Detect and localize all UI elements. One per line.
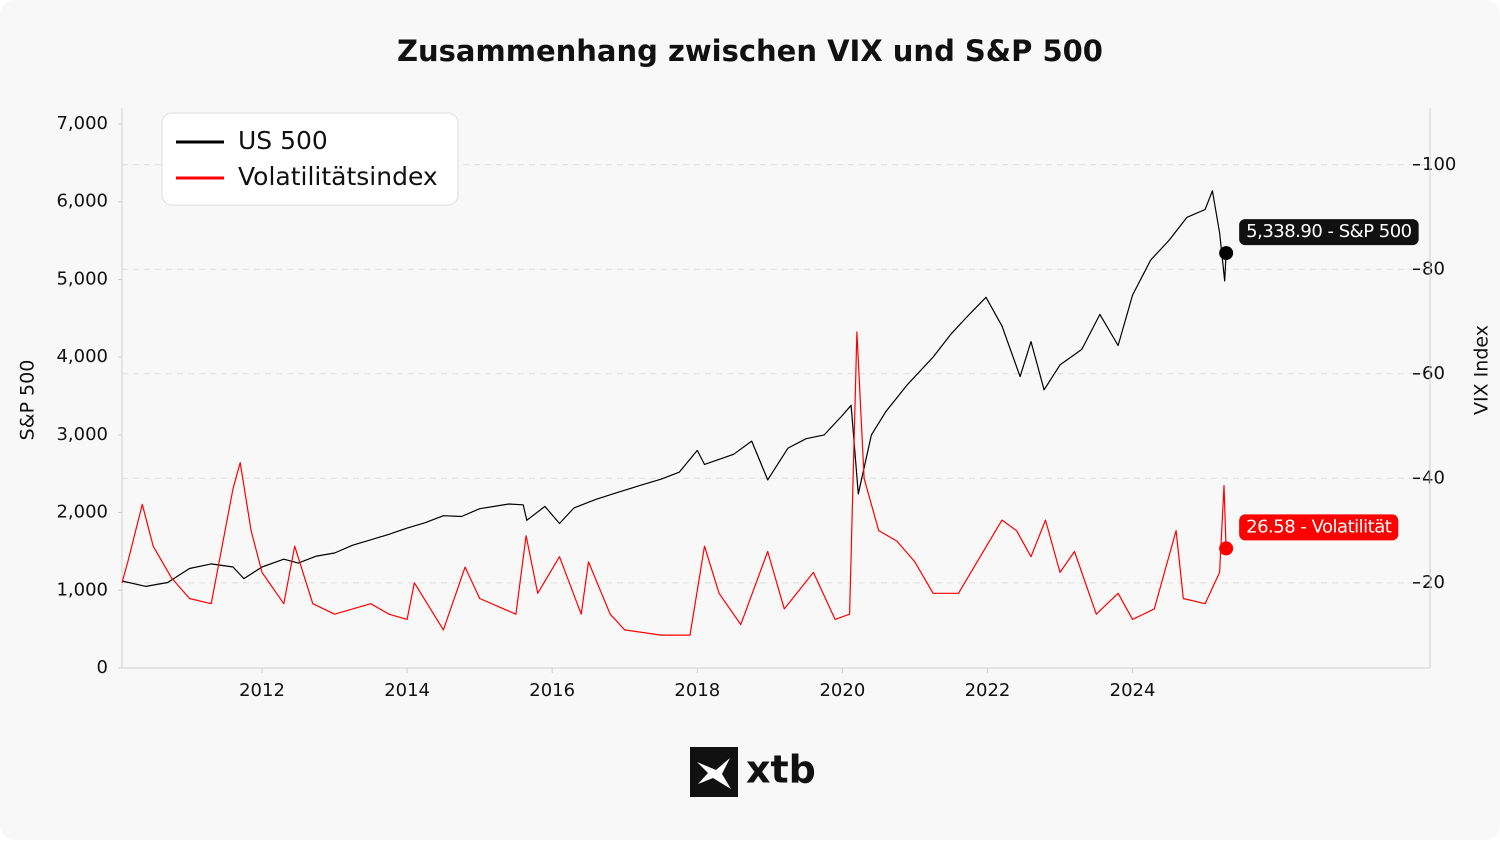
y-axis-label: S&P 500 xyxy=(17,360,39,441)
annotation-box xyxy=(1239,219,1419,246)
annotation-label: 5,338.90 - S&P 500 xyxy=(1246,221,1412,242)
x-tick-label: 2020 xyxy=(819,680,865,701)
last-point xyxy=(1219,541,1234,556)
y-tick-label: 2,000 xyxy=(56,502,108,523)
series-line xyxy=(121,190,1227,587)
y2-tick-label: 60 xyxy=(1422,363,1445,384)
y2-tick-label: 40 xyxy=(1422,467,1445,488)
annotation-box xyxy=(1239,514,1399,541)
y2-axis-label: VIX Index xyxy=(1471,325,1493,415)
logo-text: xtb xyxy=(746,748,816,792)
legend-label: Volatilitätsindex xyxy=(238,162,438,191)
legend-box xyxy=(161,112,459,206)
x-tick-label: 2012 xyxy=(239,680,285,701)
legend: US 500 Volatilitätsindex xyxy=(161,112,459,206)
logo: xtb xyxy=(690,747,816,797)
x-tick-label: 2022 xyxy=(965,680,1011,701)
y-tick-label: 6,000 xyxy=(56,191,108,212)
chart-title: Zusammenhang zwischen VIX und S&P 500 xyxy=(397,34,1103,68)
y-tick-label: 3,000 xyxy=(56,424,108,445)
legend-label: US 500 xyxy=(238,126,328,155)
annotation: 26.58 - Volatilität xyxy=(1239,514,1399,541)
x-tick-label: 2018 xyxy=(674,680,720,701)
y-tick-label: 5,000 xyxy=(56,268,108,289)
last-point xyxy=(1219,246,1234,261)
series-line xyxy=(121,331,1227,636)
annotation-label: 26.58 - Volatilität xyxy=(1246,516,1392,537)
y-tick-label: 0 xyxy=(97,657,108,678)
x-tick-label: 2016 xyxy=(529,680,575,701)
logo-mark xyxy=(697,758,731,789)
annotation: 5,338.90 - S&P 500 xyxy=(1239,219,1419,246)
x-tick-label: 2024 xyxy=(1110,680,1156,701)
y2-tick-label: 20 xyxy=(1422,572,1445,593)
x-tick-label: 2014 xyxy=(384,680,430,701)
y-tick-label: 7,000 xyxy=(56,113,108,134)
y2-tick-label: 100 xyxy=(1422,154,1456,175)
y-tick-label: 4,000 xyxy=(56,346,108,367)
y2-tick-label: 80 xyxy=(1422,258,1445,279)
y-tick-label: 1,000 xyxy=(56,579,108,600)
